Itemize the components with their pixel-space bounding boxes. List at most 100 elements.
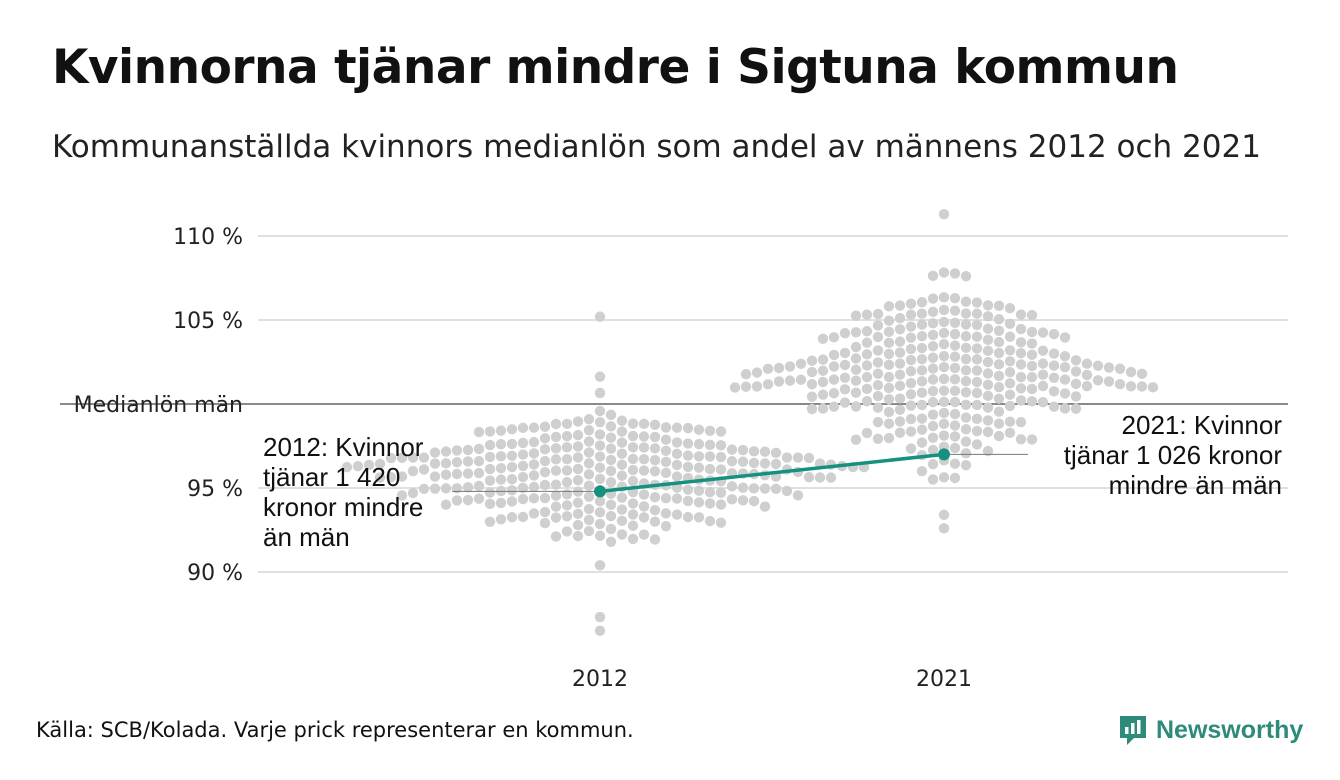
- data-point: [451, 495, 463, 506]
- data-point: [971, 365, 983, 376]
- data-point: [616, 415, 628, 426]
- data-point: [993, 370, 1005, 382]
- data-point: [583, 436, 595, 447]
- data-point: [594, 451, 606, 462]
- data-point: [495, 451, 507, 462]
- data-point: [594, 473, 606, 485]
- data-point: [1004, 427, 1016, 439]
- data-point: [572, 429, 584, 441]
- data-point: [440, 446, 452, 457]
- data-point: [396, 471, 408, 482]
- data-point: [561, 418, 573, 429]
- data-point: [861, 371, 873, 383]
- data-point: [949, 431, 961, 442]
- data-point: [1004, 356, 1016, 367]
- data-point: [839, 359, 851, 371]
- data-point: [861, 396, 873, 407]
- data-point: [660, 492, 672, 504]
- data-point: [627, 418, 639, 429]
- data-point: [993, 393, 1005, 404]
- data-point: [938, 407, 950, 419]
- data-point: [341, 461, 353, 473]
- data-point: [828, 349, 840, 361]
- data-point: [927, 318, 939, 329]
- data-point: [649, 466, 661, 477]
- data-point: [817, 333, 829, 345]
- brand-logo[interactable]: Newsworthy: [1118, 714, 1303, 746]
- data-point: [828, 332, 840, 343]
- data-point: [803, 452, 815, 464]
- data-point: [484, 426, 496, 437]
- data-point: [616, 470, 628, 481]
- data-point: [850, 401, 862, 412]
- data-point: [828, 361, 840, 372]
- data-point: [773, 362, 785, 374]
- data-point: [638, 489, 650, 500]
- data-point: [715, 440, 727, 451]
- data-point: [506, 450, 518, 461]
- data-point: [517, 449, 529, 460]
- data-point: [1015, 359, 1027, 370]
- data-point: [1059, 374, 1071, 385]
- data-point: [949, 472, 961, 484]
- data-point: [982, 323, 994, 334]
- data-point: [495, 514, 507, 525]
- data-point: [451, 445, 463, 456]
- data-point: [949, 458, 961, 469]
- data-point: [960, 270, 972, 282]
- data-point: [993, 347, 1005, 359]
- data-point: [1081, 369, 1093, 381]
- data-point: [627, 498, 639, 509]
- data-point: [737, 456, 749, 467]
- data-point: [759, 483, 771, 494]
- data-point: [572, 530, 584, 542]
- data-point: [894, 313, 906, 324]
- data-point: [806, 391, 818, 402]
- data-point: [949, 362, 961, 374]
- data-point: [905, 389, 917, 400]
- data-point: [495, 425, 507, 436]
- data-point: [539, 492, 551, 504]
- data-point: [938, 361, 950, 373]
- data-point: [971, 439, 983, 450]
- data-point: [894, 416, 906, 427]
- data-point: [385, 471, 397, 483]
- data-point: [693, 485, 705, 496]
- data-point: [927, 352, 939, 363]
- data-point: [938, 292, 950, 303]
- data-point: [517, 493, 529, 505]
- data-point: [715, 451, 727, 463]
- data-point: [817, 376, 829, 388]
- data-point: [773, 376, 785, 387]
- data-point: [861, 326, 873, 337]
- data-point: [883, 371, 895, 383]
- data-point: [751, 381, 763, 392]
- data-point: [528, 508, 540, 519]
- data-point: [506, 461, 518, 473]
- data-point: [850, 364, 862, 375]
- data-point: [440, 469, 452, 480]
- data-point: [839, 384, 851, 395]
- data-point: [883, 406, 895, 418]
- data-point: [993, 430, 1005, 442]
- data-point: [583, 458, 595, 469]
- data-point: [971, 297, 983, 308]
- data-point: [927, 329, 939, 341]
- data-point: [462, 456, 474, 467]
- data-point: [1004, 331, 1016, 342]
- data-point: [971, 319, 983, 331]
- data-point: [484, 439, 496, 451]
- data-point: [561, 477, 573, 488]
- data-point: [693, 512, 705, 523]
- data-point: [627, 475, 639, 487]
- data-point: [1026, 396, 1038, 407]
- data-point: [770, 447, 782, 459]
- data-point: [905, 354, 917, 366]
- data-point: [759, 458, 771, 469]
- data-point: [938, 208, 950, 220]
- data-point: [1070, 378, 1082, 390]
- data-point: [418, 452, 430, 463]
- brand-name: Newsworthy: [1156, 715, 1304, 744]
- data-point: [971, 354, 983, 365]
- data-point: [1004, 378, 1016, 389]
